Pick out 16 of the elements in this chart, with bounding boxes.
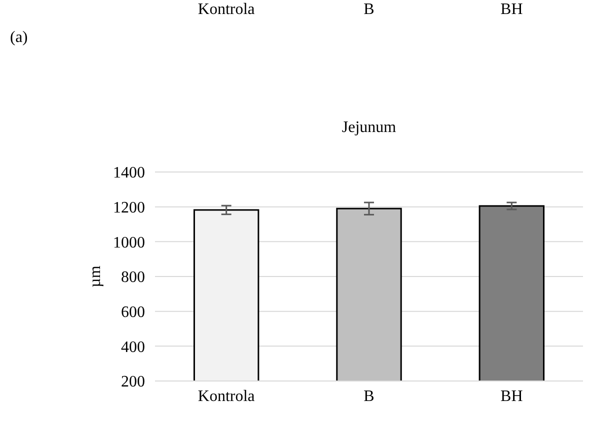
x-tick-label: B [364,388,374,405]
x-tick-label: Kontrola [198,388,255,405]
text: (a) [10,29,28,46]
y-tick-label: 400 [121,338,145,356]
text: Kontrola [198,1,255,18]
y-axis-title: µm [87,265,104,288]
y-tick-label: 1400 [113,164,145,182]
y-tick-label: 1000 [113,234,145,252]
y-tick-label: 1200 [113,199,145,216]
text: BH [500,1,524,18]
y-tick-label: 800 [121,269,145,286]
chart-title: Jejunum [342,119,397,136]
text: B [364,1,374,18]
y-tick-label: 200 [121,374,145,391]
y-tick-label: 600 [121,304,145,321]
x-tick-label: BH [500,388,524,405]
